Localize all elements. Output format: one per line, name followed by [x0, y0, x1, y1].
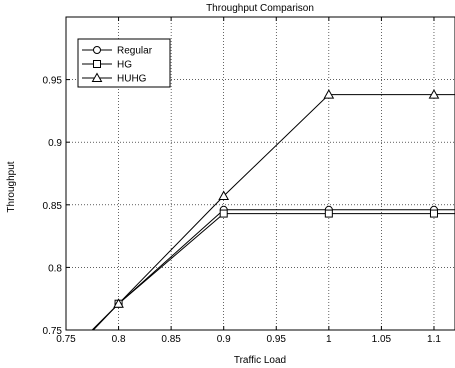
- series-line-hg: [91, 213, 455, 331]
- data-point-huhg: [428, 89, 440, 99]
- y-tick-label: 0.9: [48, 138, 62, 149]
- x-tick-label: 0.9: [217, 334, 231, 345]
- legend-label-regular: Regular: [117, 46, 153, 57]
- y-axis-label: Throughput: [6, 161, 17, 212]
- x-tick-label: 1.05: [372, 334, 392, 345]
- data-point-hg: [219, 209, 228, 218]
- x-tick-label: 1.1: [427, 334, 441, 345]
- x-tick-label: 0.85: [161, 334, 181, 345]
- legend: Regular HG HUHG: [77, 38, 171, 88]
- legend-label-hg: HG: [117, 60, 132, 71]
- x-tick-label: 0.75: [56, 334, 76, 345]
- x-tick-label: 0.95: [267, 334, 287, 345]
- plot-frame: [65, 16, 455, 331]
- x-axis: 0.75 0.8 0.85 0.9 0.95 1 1.05 1.1: [56, 17, 441, 345]
- series-markers: [113, 89, 440, 308]
- x-axis-label: Traffic Load: [234, 355, 286, 366]
- data-point-huhg: [323, 89, 335, 99]
- series-line-huhg: [92, 94, 455, 331]
- y-axis: 0.75 0.8 0.85 0.9 0.95: [43, 76, 70, 337]
- y-tick-label: 0.85: [43, 201, 63, 212]
- data-point-hg: [324, 209, 333, 218]
- series-line-regular: [91, 209, 455, 331]
- legend-marker-hg: [93, 60, 101, 68]
- x-tick-label: 1: [326, 334, 332, 345]
- series-lines: [91, 94, 455, 331]
- data-point-huhg: [113, 298, 124, 308]
- legend-marker-regular: [93, 46, 101, 54]
- y-tick-label: 0.95: [43, 76, 63, 87]
- y-tick-label: 0.8: [48, 263, 62, 274]
- legend-marker-huhg: [91, 72, 103, 82]
- y-tick-label: 0.75: [43, 326, 63, 337]
- x-tick-label: 0.8: [112, 334, 126, 345]
- grid: [66, 17, 455, 330]
- legend-label-huhg: HUHG: [117, 74, 147, 85]
- data-point-hg: [429, 209, 438, 218]
- data-point-huhg: [218, 190, 230, 201]
- chart-title: Throughput Comparison: [206, 3, 314, 14]
